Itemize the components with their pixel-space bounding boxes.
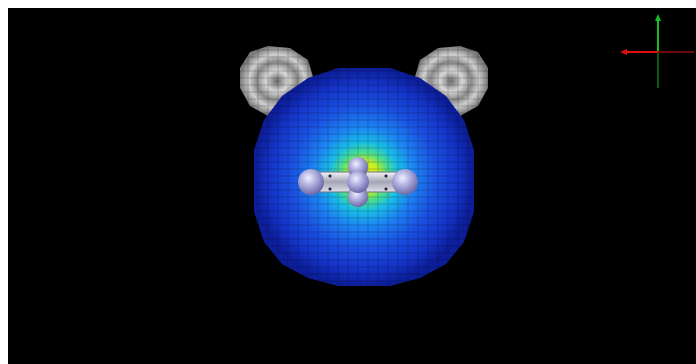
atom-right[interactable] [392,169,418,195]
atom-dot [328,187,332,191]
atom-center-top[interactable] [348,157,368,177]
y-axis-arrowhead [655,14,661,21]
orientation-axes-gizmo [620,14,694,88]
molecule-scene[interactable] [8,8,696,364]
atom-center[interactable] [347,171,369,193]
x-axis-arrowhead [620,49,627,55]
atom-dot [384,187,388,191]
atom-left[interactable] [298,169,324,195]
atom-dot [384,174,388,178]
atom-dot [328,174,332,178]
atom-center-bottom[interactable] [348,187,368,207]
3d-viewport[interactable] [8,8,696,364]
molecule[interactable] [298,157,418,207]
